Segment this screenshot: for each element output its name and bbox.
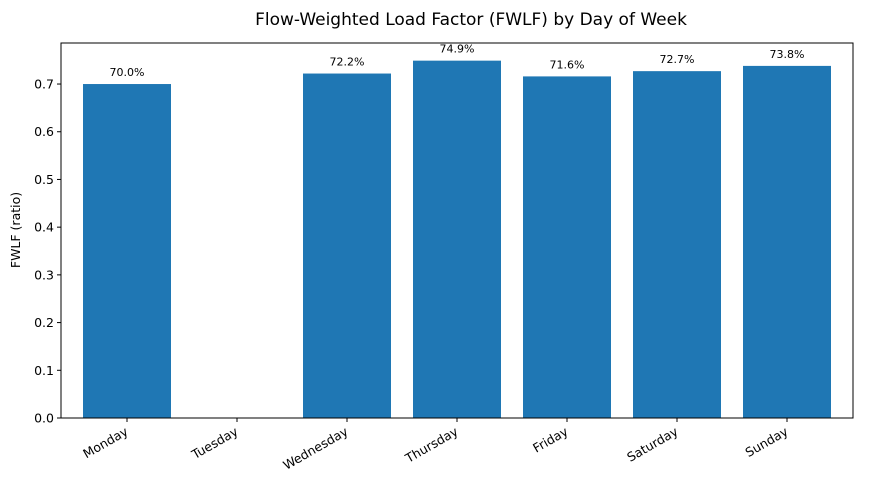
bar-monday: [83, 84, 171, 419]
data-label-thursday: 74.9%: [440, 43, 475, 56]
data-label-wednesday: 72.2%: [330, 56, 365, 69]
bar-saturday: [633, 71, 721, 418]
x-tick-label-friday: Friday: [530, 423, 571, 455]
y-tick-label: 0.0: [34, 411, 54, 426]
data-label-friday: 71.6%: [550, 58, 585, 71]
x-tick-label-sunday: Sunday: [742, 423, 791, 460]
data-labels-group: 70.0% 72.2% 74.9% 71.6% 72.7% 73.8%: [110, 43, 805, 79]
bar-friday: [523, 76, 611, 419]
x-axis: Monday Tuesday Wednesday Thursday Friday Satu…: [80, 418, 791, 473]
x-tick-label-wednesday: Wednesday: [280, 423, 351, 472]
y-axis: 0.0 0.1 0.2 0.3 0.4 0.5 0.6 0.7: [34, 77, 61, 426]
bar-wednesday: [303, 73, 391, 418]
y-tick-label: 0.4: [34, 220, 54, 235]
y-tick-label: 0.1: [34, 363, 54, 378]
data-label-saturday: 72.7%: [660, 53, 695, 66]
chart-title: Flow-Weighted Load Factor (FWLF) by Day …: [255, 10, 687, 30]
bar-sunday: [743, 65, 831, 419]
y-tick-label: 0.2: [34, 315, 54, 330]
y-axis-label: FWLF (ratio): [8, 192, 23, 268]
y-tick-label: 0.6: [34, 124, 54, 139]
x-tick-label-thursday: Thursday: [402, 423, 461, 466]
plot-frame: [60, 42, 854, 419]
x-tick-label-monday: Monday: [80, 423, 131, 461]
x-tick-label-saturday: Saturday: [624, 423, 681, 464]
x-tick-label-tuesday: Tuesday: [188, 423, 241, 462]
y-tick-label: 0.7: [34, 77, 54, 92]
y-tick-label: 0.3: [34, 267, 54, 282]
data-label-sunday: 73.8%: [770, 48, 805, 61]
bars-group: [83, 60, 831, 419]
bar-thursday: [413, 60, 501, 418]
data-label-monday: 70.0%: [110, 66, 145, 79]
y-tick-label: 0.5: [34, 172, 54, 187]
